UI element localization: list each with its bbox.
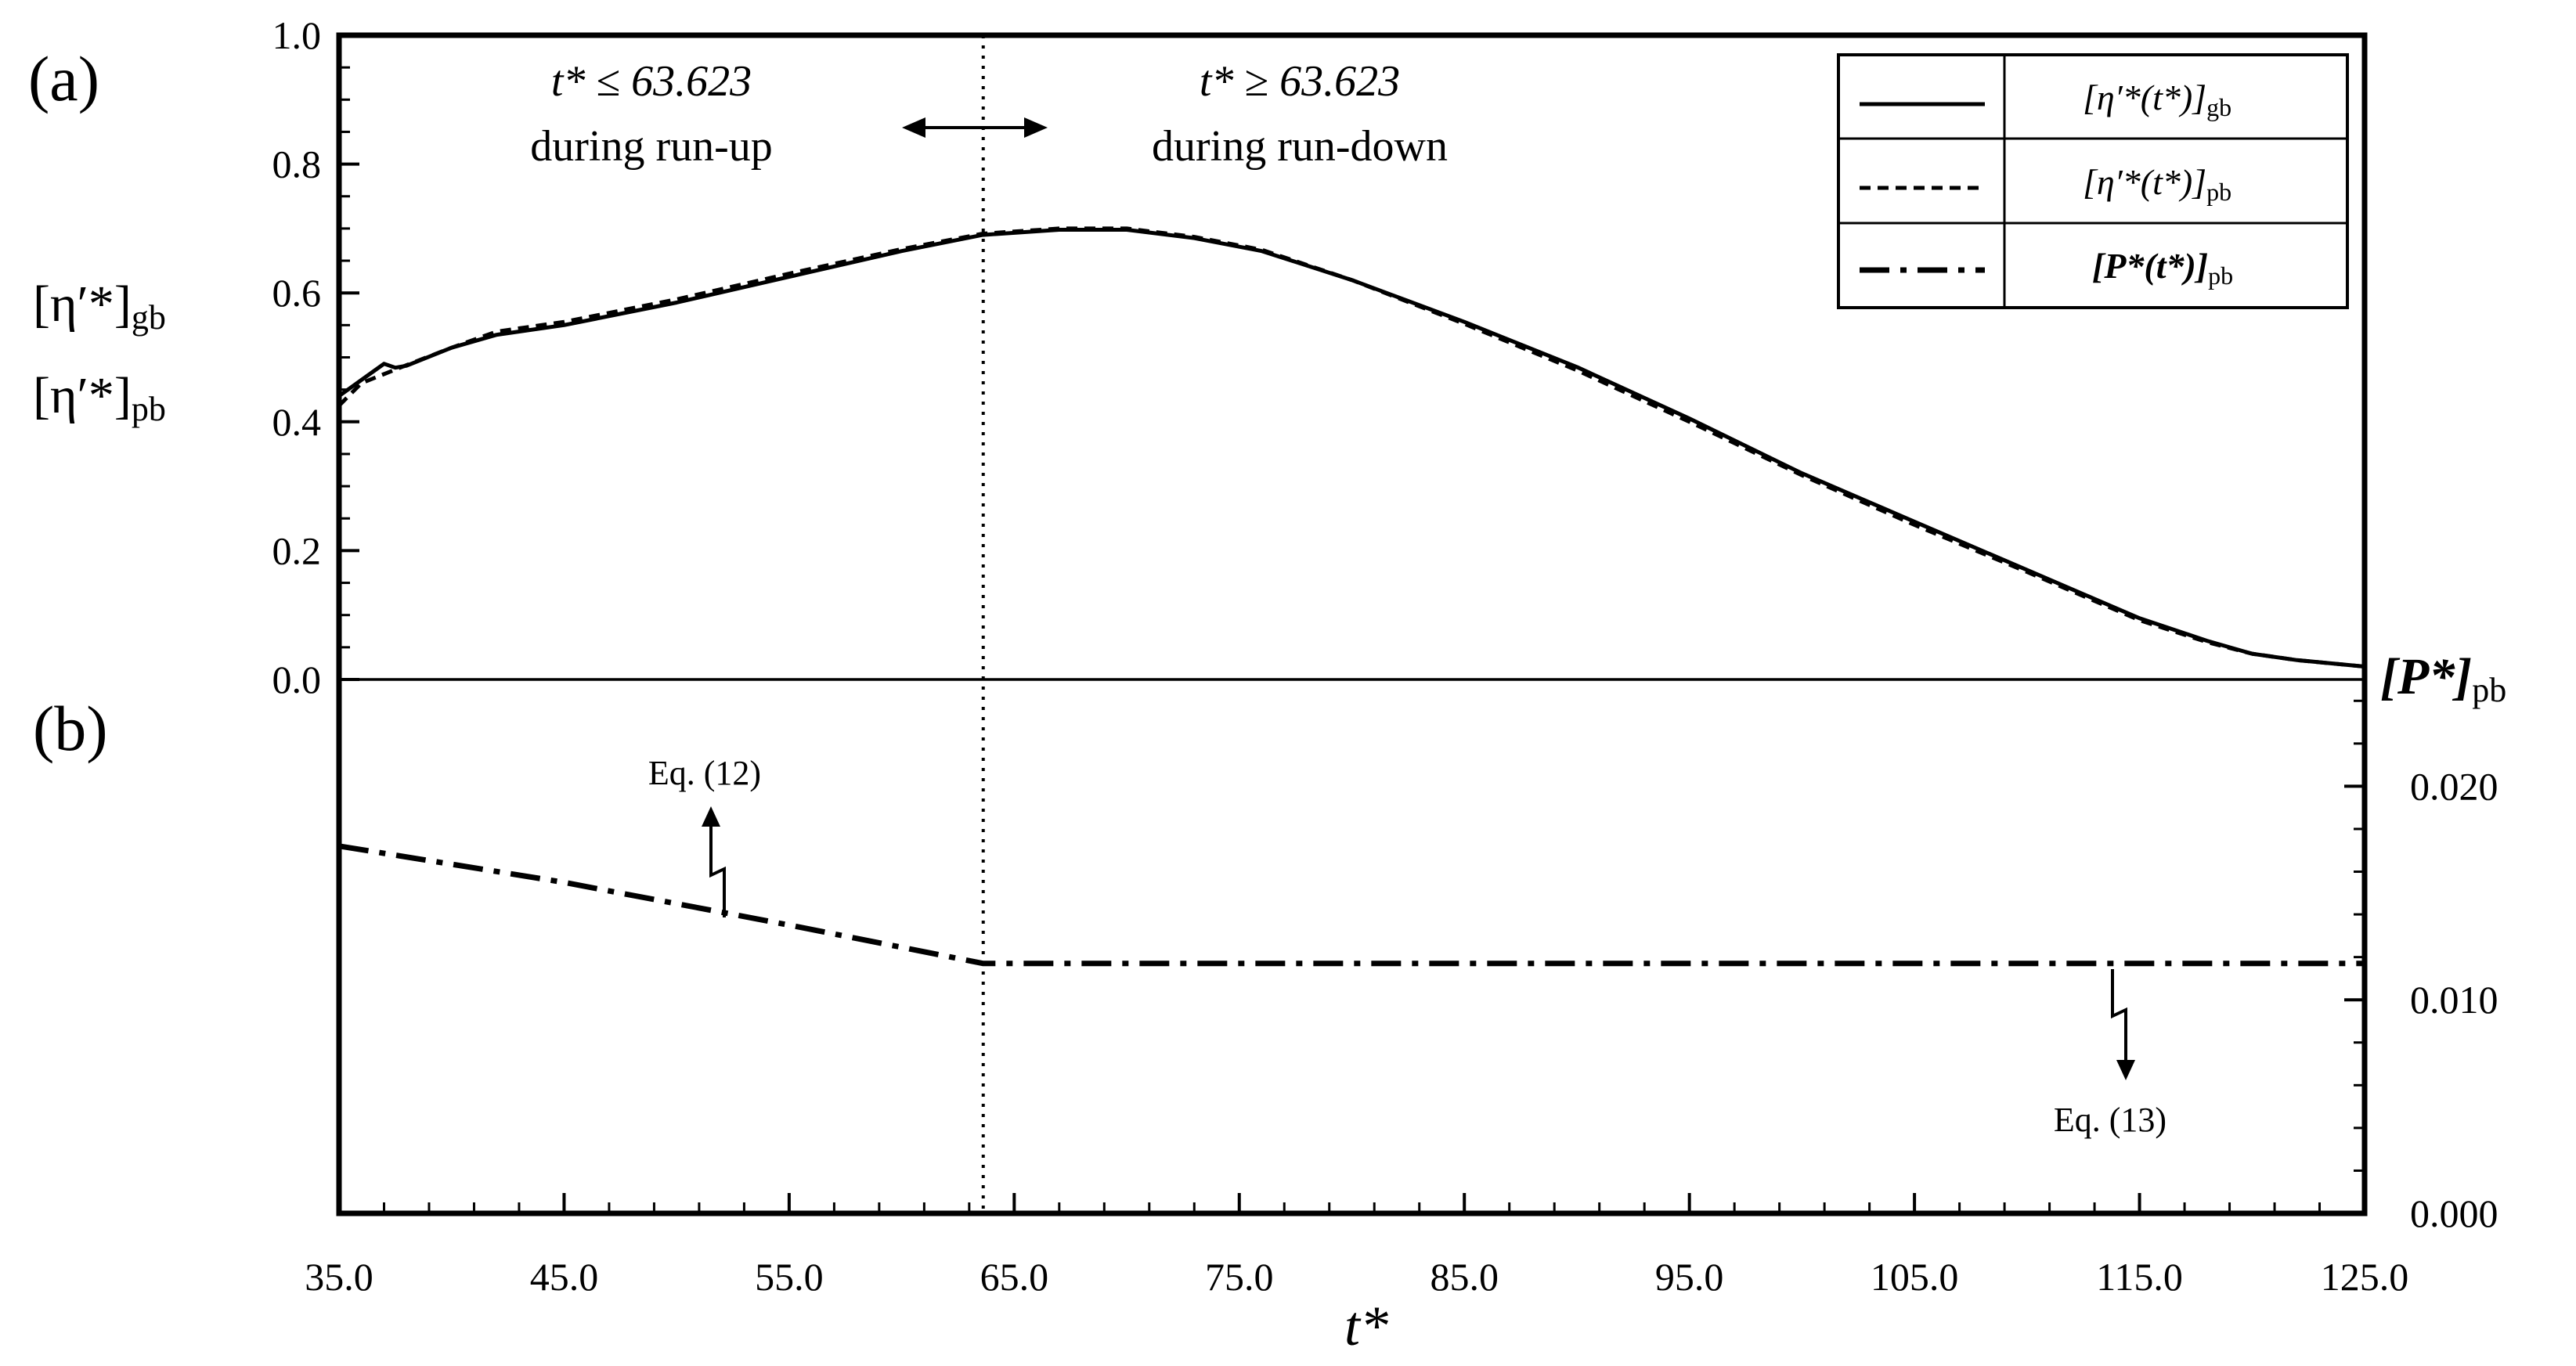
left-tick-label: 0.6	[272, 271, 322, 315]
eq13-label: Eq. (13)	[2054, 1101, 2167, 1139]
x-tick-label: 125.0	[2321, 1255, 2409, 1299]
x-tick-label: 75.0	[1205, 1255, 1274, 1299]
series-eta-pb-line	[337, 226, 2365, 669]
legend-entry-pb-sub: pb	[2206, 178, 2231, 206]
legend-entry-pb-main: [η′*(t*)]	[2083, 162, 2206, 202]
right-tick-label: 0.010	[2410, 978, 2498, 1022]
left-axis-label-gb: [η′*]gb	[33, 276, 166, 337]
x-tick-label: 65.0	[980, 1255, 1049, 1299]
eq12-arrow-icon	[702, 806, 726, 917]
right-axis-label-sub: pb	[2472, 671, 2506, 709]
left-tick-label: 0.8	[272, 142, 322, 186]
rundown-label: during run-down	[1152, 122, 1448, 171]
runup-condition: t* ≤ 63.623	[551, 57, 752, 106]
legend-entry-gb-main: [η′*(t*)]	[2083, 77, 2206, 117]
right-y-tick-labels: 0.000 0.010 0.020	[2410, 764, 2498, 1235]
eq12-label: Eq. (12)	[648, 754, 761, 792]
x-tick-label: 45.0	[530, 1255, 599, 1299]
legend-entry-p-main: [P*(t*)]	[2092, 246, 2208, 286]
x-tick-label: 105.0	[1871, 1255, 1959, 1299]
left-axis-label-pb-main: [η′*]	[33, 367, 132, 424]
plot-frame	[336, 32, 2368, 1216]
left-axis-label-gb-main: [η′*]	[33, 276, 132, 333]
rundown-condition: t* ≥ 63.623	[1200, 57, 1400, 106]
x-tick-labels: 35.0 45.0 55.0 65.0 75.0 85.0 95.0 105.0 115.0 12…	[305, 1255, 2408, 1299]
x-tick-label: 35.0	[305, 1255, 373, 1299]
legend-box	[1837, 53, 2349, 309]
left-tick-label: 0.4	[272, 400, 322, 444]
left-axis-label-gb-sub: gb	[132, 298, 166, 337]
legend-entry-pb: [η′*(t*)]pb	[2083, 162, 2231, 206]
right-tick-label: 0.020	[2410, 764, 2498, 808]
right-tick-label: 0.000	[2410, 1191, 2498, 1235]
series-p-pb-line	[338, 843, 2365, 967]
eq13-arrow-icon	[2111, 969, 2135, 1080]
left-tick-label: 0.0	[272, 658, 322, 701]
x-axis-label: t*	[1344, 1295, 1388, 1357]
legend-entry-gb: [η′*(t*)]gb	[2083, 77, 2231, 121]
left-tick-label: 1.0	[272, 13, 322, 57]
panel-label-b: (b)	[33, 693, 108, 764]
tick-marks	[337, 34, 2366, 1215]
right-axis-label-main: [P*]	[2380, 648, 2472, 705]
left-y-tick-labels: 0.0 0.2 0.4 0.6 0.8 1.0	[272, 13, 322, 701]
left-tick-label: 0.2	[272, 528, 322, 572]
panel-label-a: (a)	[28, 43, 99, 114]
runup-label: during run-up	[530, 122, 773, 171]
x-tick-label: 95.0	[1655, 1255, 1724, 1299]
x-tick-label: 85.0	[1430, 1255, 1499, 1299]
legend: [η′*(t*)]gb [η′*(t*)]pb [P*(t*)]pb	[1837, 53, 2349, 309]
right-axis-label: [P*]pb	[2380, 648, 2506, 709]
left-axis-label-pb-sub: pb	[132, 390, 166, 428]
legend-entry-p: [P*(t*)]pb	[2092, 246, 2233, 290]
legend-entry-p-sub: pb	[2208, 261, 2233, 290]
x-tick-label: 55.0	[755, 1255, 824, 1299]
left-axis-label-pb: [η′*]pb	[33, 367, 166, 428]
double-arrow-icon	[902, 117, 1048, 138]
legend-entry-gb-sub: gb	[2206, 93, 2231, 121]
series-layer	[337, 226, 2365, 967]
x-tick-label: 115.0	[2096, 1255, 2183, 1299]
